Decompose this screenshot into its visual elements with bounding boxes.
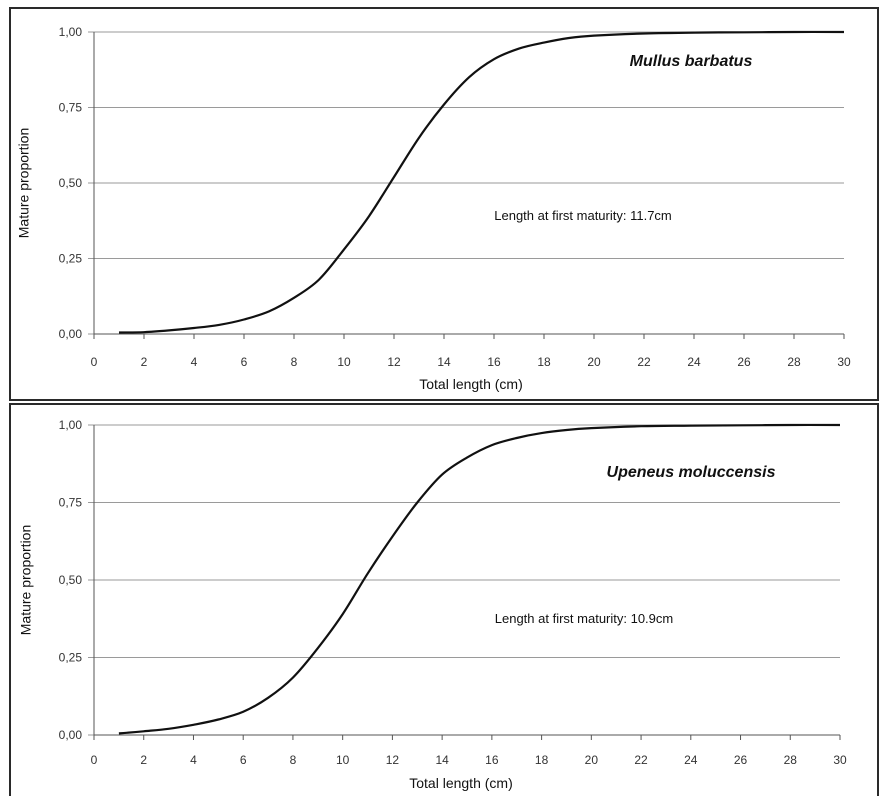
- species-label: Mullus barbatus: [630, 53, 753, 70]
- x-tick-label: 8: [290, 753, 297, 767]
- x-tick-label: 6: [241, 355, 248, 369]
- x-axis-title: Total length (cm): [409, 775, 512, 791]
- maturity-annotation: Length at first maturity: 10.9cm: [495, 611, 673, 626]
- y-tick-label: 0,75: [59, 101, 83, 115]
- x-tick-label: 0: [91, 753, 98, 767]
- x-tick-label: 28: [787, 355, 801, 369]
- x-tick-label: 24: [684, 753, 698, 767]
- x-tick-label: 12: [386, 753, 400, 767]
- x-tick-label: 30: [833, 753, 847, 767]
- y-tick-label: 0,25: [59, 651, 83, 665]
- x-tick-label: 22: [637, 355, 651, 369]
- x-tick-label: 16: [485, 753, 499, 767]
- x-tick-label: 14: [435, 753, 449, 767]
- x-tick-label: 10: [336, 753, 350, 767]
- x-tick-label: 26: [734, 753, 748, 767]
- y-axis-title: Mature proportion: [16, 128, 32, 239]
- y-tick-label: 0,00: [59, 327, 83, 341]
- maturity-annotation: Length at first maturity: 11.7cm: [494, 208, 672, 223]
- x-tick-label: 6: [240, 753, 247, 767]
- x-tick-label: 0: [91, 355, 98, 369]
- x-axis-title: Total length (cm): [419, 376, 522, 392]
- y-tick-label: 0,50: [59, 573, 83, 587]
- maturity-curve-mullus-barbatus: [118, 30, 845, 334]
- y-tick-label: 1,00: [59, 418, 83, 432]
- y-tick-label: 1,00: [59, 25, 83, 39]
- x-tick-label: 22: [634, 753, 648, 767]
- y-axis-title: Mature proportion: [18, 525, 34, 636]
- x-tick-label: 28: [784, 753, 798, 767]
- y-tick-label: 0,25: [59, 252, 83, 266]
- species-label: Upeneus moluccensis: [607, 464, 776, 481]
- chart-svg-mullus-barbatus: 0,000,250,500,751,00 0 2 4 6 8 10 12 14 16 18 20 22…: [16, 25, 851, 392]
- x-tick-label: 10: [337, 355, 351, 369]
- x-tick-label: 30: [837, 355, 851, 369]
- chart-panel-upeneus-moluccensis: 0,00 0,25 0,50 0,75 1,00 0 2 4 6 8 10 12 14 16 18 20 22…: [9, 403, 879, 796]
- x-tick-label: 12: [387, 355, 401, 369]
- x-tick-label: 14: [437, 355, 451, 369]
- maturity-curve-upeneus-moluccensis: [118, 423, 841, 735]
- x-tick-label: 16: [487, 355, 501, 369]
- y-tick-label: 0,00: [59, 728, 83, 742]
- y-tick-label: 0,50: [59, 176, 83, 190]
- x-tick-label: 24: [687, 355, 701, 369]
- x-tick-label: 2: [140, 753, 147, 767]
- x-tick-label: 18: [537, 355, 551, 369]
- y-tick-label: 0,75: [59, 496, 83, 510]
- x-tick-label: 4: [191, 355, 198, 369]
- chart-svg-upeneus-moluccensis: 0,000,250,500,751,00 0 2 4 6 8 10 12 14 16 18 20 22…: [18, 418, 847, 791]
- x-tick-label: 8: [291, 355, 298, 369]
- x-tick-label: 2: [141, 355, 148, 369]
- chart-panel-mullus-barbatus: 0,00 0,25 0,50 0,75 1,00 0 2 4 6 8 10 12 14 16 18 20 22…: [9, 7, 879, 401]
- x-tick-label: 20: [585, 753, 599, 767]
- x-tick-label: 4: [190, 753, 197, 767]
- x-tick-label: 20: [587, 355, 601, 369]
- x-tick-label: 18: [535, 753, 549, 767]
- x-tick-label: 26: [737, 355, 751, 369]
